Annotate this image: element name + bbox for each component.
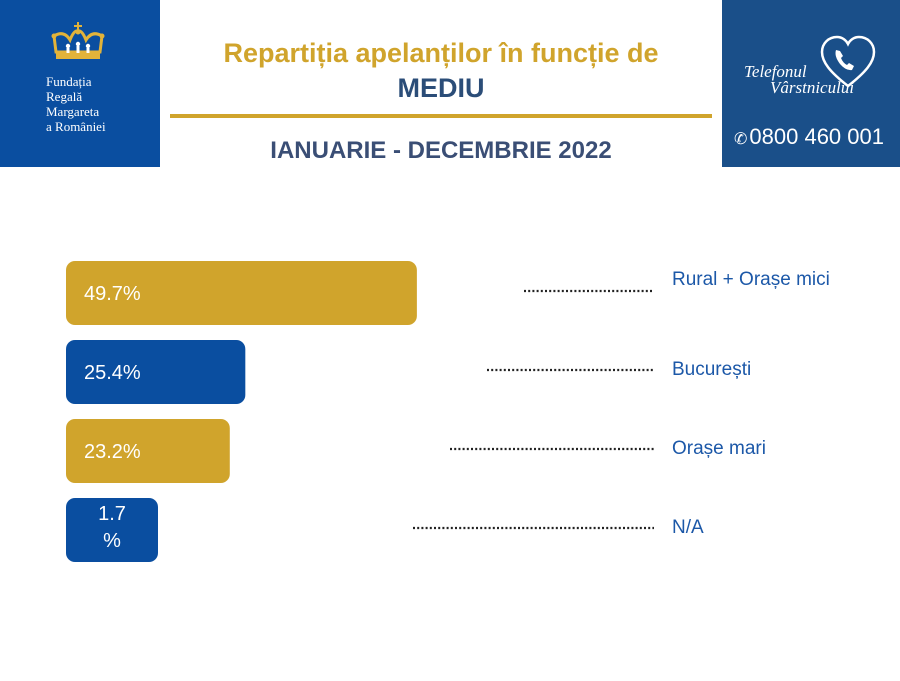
bar-value-label: 1.7% <box>98 503 126 552</box>
fundatia-line: Margareta <box>46 104 100 119</box>
telefonul-name: Telefonul Vârstnicului <box>744 62 855 97</box>
bar-2 <box>66 340 246 404</box>
fundatia-line: Regală <box>46 89 83 104</box>
category-label: N/A <box>672 517 704 538</box>
bar-value-label: 49.7% <box>84 283 141 305</box>
bar-value-label: 23.2% <box>84 441 141 463</box>
telefonul-line: Telefonul <box>744 62 807 81</box>
bar-3 <box>66 419 230 483</box>
phone-number-text: 0800 460 001 <box>749 124 884 149</box>
category-label: București <box>672 359 752 380</box>
bar-1 <box>66 261 417 325</box>
title-divider <box>170 114 712 118</box>
heart-phone-icon <box>820 35 876 88</box>
telefonul-logo: Telefonul Vârstnicului ✆0800 460 001 <box>722 0 900 167</box>
period-subtitle: IANUARIE - DECEMBRIE 2022 <box>270 137 612 164</box>
page-title-topic: MEDIU <box>397 73 485 103</box>
category-label: Rural + Orașe mici <box>672 269 830 290</box>
fundatia-line: a României <box>46 119 106 134</box>
category-label: Orașe mari <box>672 438 766 459</box>
phone-icon: ✆ <box>734 131 748 148</box>
phone-number: ✆0800 460 001 <box>734 124 884 150</box>
crown-icon <box>51 22 105 59</box>
fundatia-logo: Fundația Regală Margareta a României <box>0 0 160 167</box>
bar-value-label: 25.4% <box>84 362 141 384</box>
fundatia-line: Fundația <box>46 74 92 89</box>
page-title: Repartiția apelanților în funcție de <box>223 38 659 68</box>
bar-4 <box>66 498 158 562</box>
telefonul-line: Vârstnicului <box>770 78 855 97</box>
fundatia-name: Fundația Regală Margareta a României <box>46 74 106 134</box>
